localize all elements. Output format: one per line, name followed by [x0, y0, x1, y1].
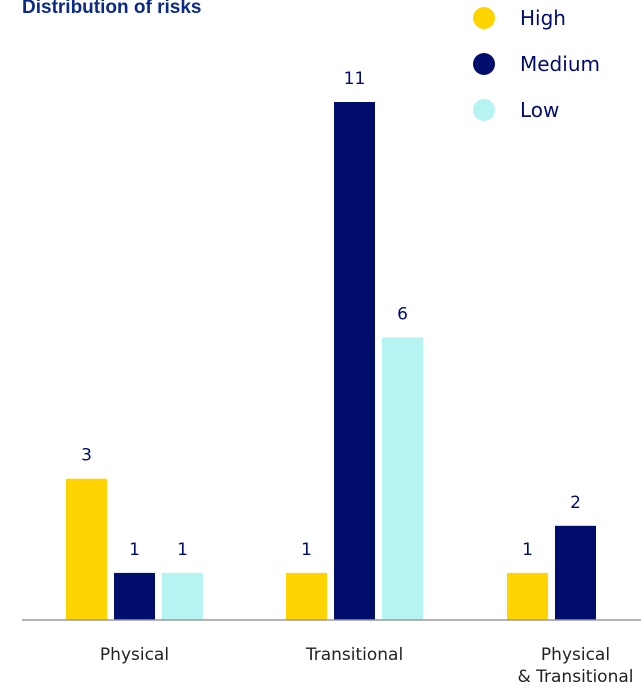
- value-label-0-high: 3: [81, 446, 92, 466]
- bar-1-high: [286, 572, 327, 620]
- bar-1-medium: [334, 102, 375, 620]
- value-label-0-low: 1: [177, 540, 188, 560]
- value-label-1-low: 6: [397, 304, 408, 324]
- category-labels-group: Physical Transitional Physical & Transition…: [100, 645, 634, 687]
- chart-title: Distribution of risks: [22, 0, 201, 18]
- legend-label-medium: Medium: [520, 52, 600, 76]
- legend-swatch-low: [473, 99, 495, 121]
- bar-0-medium: [114, 572, 155, 620]
- value-label-0-medium: 1: [129, 540, 140, 560]
- value-label-2-medium: 2: [570, 493, 581, 513]
- value-label-1-high: 1: [301, 540, 312, 560]
- bar-1-low: [382, 337, 423, 620]
- category-label-0: Physical: [100, 645, 169, 665]
- bar-2-medium: [555, 525, 596, 620]
- legend-swatch-high: [473, 7, 495, 29]
- legend-label-high: High: [520, 6, 566, 30]
- bar-0-low: [162, 572, 203, 620]
- legend-label-low: Low: [520, 98, 559, 122]
- bar-0-high: [66, 478, 107, 620]
- value-label-2-high: 1: [522, 540, 533, 560]
- bars-group: [66, 102, 596, 620]
- bar-2-high: [507, 572, 548, 620]
- category-label-1: Transitional: [305, 645, 403, 665]
- category-label-2: Physical & Transitional: [517, 645, 633, 687]
- legend-swatch-medium: [473, 53, 495, 75]
- value-label-1-medium: 11: [344, 69, 366, 89]
- legend: High Medium Low: [473, 6, 600, 122]
